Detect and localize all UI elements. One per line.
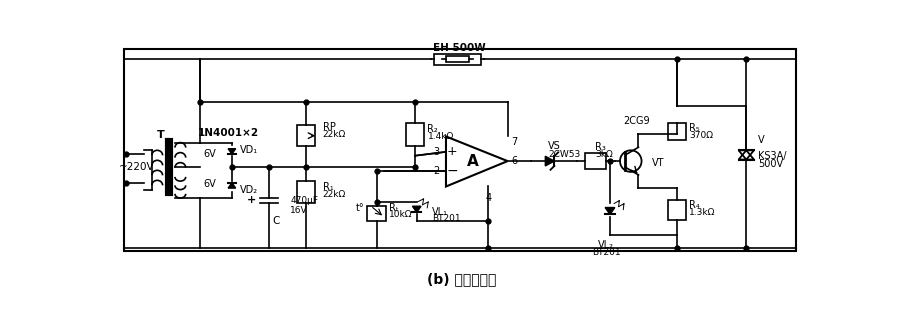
Text: 6V: 6V [204, 149, 216, 159]
Text: VL₁: VL₁ [432, 207, 448, 217]
Text: VL₂: VL₂ [598, 240, 614, 250]
Text: 22kΩ: 22kΩ [323, 190, 346, 199]
Text: C: C [273, 216, 280, 226]
Bar [446, 56, 469, 62]
Bar [668, 123, 687, 140]
Text: 3: 3 [433, 147, 440, 157]
Text: V: V [758, 135, 764, 145]
Polygon shape [228, 149, 236, 154]
Text: 3kΩ: 3kΩ [596, 150, 613, 159]
Bar [585, 153, 606, 169]
Text: 6: 6 [512, 156, 517, 166]
Text: VD₂: VD₂ [240, 185, 258, 195]
Text: VS: VS [549, 141, 561, 151]
Text: BT201: BT201 [592, 248, 621, 257]
Text: 22kΩ: 22kΩ [323, 130, 346, 139]
Text: KS3A/: KS3A/ [758, 151, 787, 161]
Text: R₃: R₃ [596, 142, 606, 152]
Bar [296, 181, 315, 203]
Bar [434, 54, 480, 65]
Text: +: + [247, 195, 257, 205]
Text: VT: VT [652, 158, 665, 168]
Text: (b) 变压器降压: (b) 变压器降压 [427, 272, 496, 286]
Text: 7: 7 [512, 137, 518, 147]
Text: 1.4kΩ: 1.4kΩ [427, 132, 454, 141]
Text: RP: RP [323, 122, 336, 132]
Text: 500V: 500V [758, 159, 783, 169]
Text: R₂: R₂ [427, 124, 438, 134]
Bar [124, 50, 796, 251]
Text: 370Ω: 370Ω [689, 131, 714, 140]
Polygon shape [413, 206, 421, 212]
Polygon shape [605, 207, 614, 214]
Text: R₅: R₅ [689, 123, 700, 133]
Text: +: + [447, 145, 458, 158]
Text: 470μF
16V: 470μF 16V [290, 196, 318, 215]
Text: 2CW53: 2CW53 [549, 150, 580, 159]
Bar [406, 123, 424, 146]
Text: BT201: BT201 [432, 214, 460, 223]
Text: 1N4001×2: 1N4001×2 [198, 128, 259, 138]
Text: 4: 4 [486, 193, 491, 203]
Bar [368, 206, 386, 221]
Text: A: A [467, 154, 478, 169]
Text: t°: t° [356, 203, 364, 213]
Text: 1.3kΩ: 1.3kΩ [689, 208, 715, 217]
Text: Rₜ: Rₜ [389, 203, 399, 213]
Text: VD₁: VD₁ [240, 144, 258, 154]
Text: EH 500W: EH 500W [432, 43, 486, 53]
Text: 2: 2 [433, 166, 440, 176]
Text: R₁: R₁ [323, 182, 333, 192]
Text: 10kΩ: 10kΩ [389, 210, 413, 219]
Bar [296, 125, 315, 146]
Text: ~220V: ~220V [119, 162, 154, 172]
Polygon shape [228, 183, 236, 188]
Polygon shape [545, 156, 554, 166]
Text: 2CG9: 2CG9 [623, 116, 651, 126]
Text: 6V: 6V [204, 179, 216, 189]
Bar [668, 200, 687, 220]
Text: −: − [446, 164, 458, 178]
Text: T: T [157, 130, 164, 140]
Text: R₄: R₄ [689, 200, 700, 210]
